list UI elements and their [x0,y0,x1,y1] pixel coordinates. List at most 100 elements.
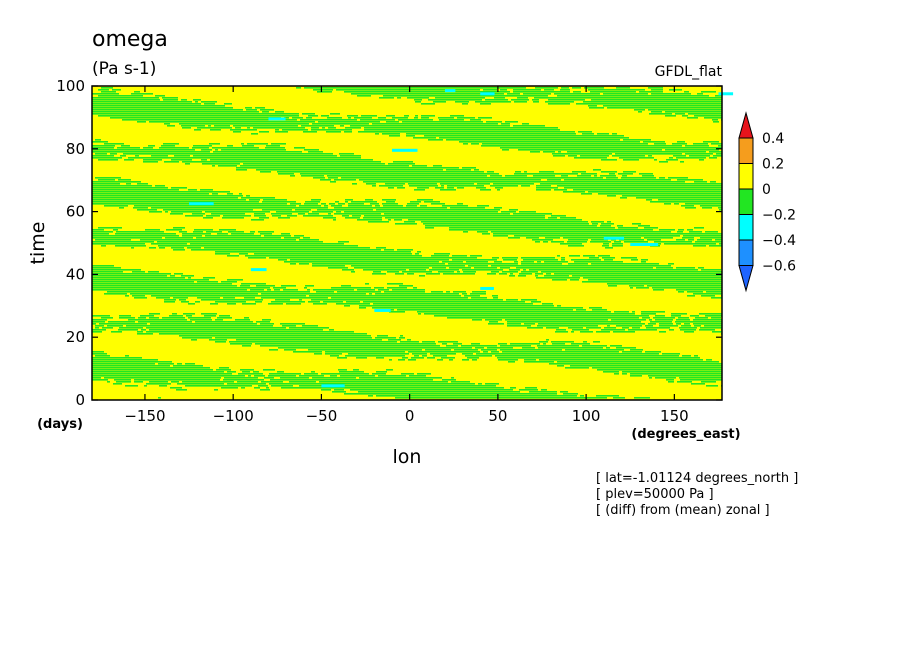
negative-omega-segment [264,205,272,207]
negative-omega-segment [521,129,531,131]
negative-omega-segment [148,363,155,365]
negative-omega-segment [148,201,161,203]
negative-omega-segment [474,229,489,231]
negative-omega-segment [231,111,238,113]
negative-omega-segment [360,345,367,347]
negative-omega-segment [682,115,688,117]
negative-omega-segment [685,373,691,375]
negative-omega-segment [334,207,341,209]
negative-omega-segment [480,133,490,135]
negative-omega-segment [184,325,193,327]
negative-omega-segment [165,237,179,239]
negative-omega-segment [530,271,538,273]
negative-omega-segment [673,185,677,187]
negative-omega-segment [376,169,385,171]
negative-omega-segment [507,323,510,325]
negative-omega-segment [648,155,652,157]
negative-omega-segment [112,183,120,185]
negative-omega-segment [532,99,539,101]
negative-omega-segment [275,111,284,113]
negative-omega-segment [522,235,528,237]
negative-omega-segment [555,97,565,99]
negative-omega-segment [185,163,190,165]
negative-omega-segment [644,237,650,239]
negative-omega-segment [250,341,263,343]
negative-omega-segment [359,341,372,343]
negative-omega-segment [169,99,178,101]
negative-omega-segment [163,109,176,111]
negative-omega-segment [474,91,482,93]
negative-omega-segment [288,167,302,169]
negative-omega-segment [660,365,674,367]
negative-omega-segment [258,117,273,119]
negative-omega-segment [173,249,185,251]
negative-omega-segment [463,209,466,211]
negative-omega-segment [238,251,252,253]
negative-omega-segment [109,271,123,273]
negative-omega-segment [100,233,109,235]
negative-omega-segment [697,239,712,241]
negative-omega-segment [633,353,639,355]
negative-omega-segment [432,295,440,297]
negative-omega-segment [528,173,538,175]
negative-omega-segment [512,135,526,137]
negative-omega-segment [696,275,703,277]
negative-omega-segment [657,277,668,279]
negative-omega-segment [183,245,198,247]
negative-omega-segment [687,117,698,119]
negative-omega-segment [95,373,104,375]
negative-omega-segment [622,323,628,325]
negative-omega-segment [239,193,242,195]
negative-omega-segment [271,343,280,345]
negative-omega-segment [223,291,233,293]
negative-omega-segment [480,317,496,319]
negative-omega-segment [340,267,344,269]
negative-omega-segment [403,217,418,219]
negative-omega-segment [379,217,382,219]
negative-omega-segment [191,191,203,193]
negative-omega-segment [621,257,637,259]
negative-omega-segment [95,325,104,327]
negative-omega-segment [334,179,350,181]
negative-omega-segment [271,159,276,161]
negative-omega-segment [441,305,445,307]
negative-omega-segment [92,273,108,275]
negative-omega-segment [577,269,580,271]
negative-omega-segment [388,339,401,341]
negative-omega-segment [623,91,633,93]
negative-omega-segment [220,197,223,199]
negative-omega-segment [672,193,682,195]
negative-omega-segment [377,171,383,173]
negative-omega-segment [182,281,194,283]
negative-omega-segment [259,151,275,153]
negative-omega-segment [719,107,722,109]
negative-omega-segment [406,169,420,171]
negative-omega-segment [92,277,108,279]
negative-omega-segment [297,243,304,245]
negative-omega-segment [694,355,698,357]
negative-omega-segment [470,123,483,125]
negative-omega-segment [149,231,164,233]
negative-omega-segment [340,163,353,165]
negative-omega-segment [350,351,360,353]
negative-omega-segment [344,267,348,269]
negative-omega-segment [185,215,192,217]
contour-bands [92,87,722,399]
negative-omega-segment [561,321,568,323]
negative-omega-segment [212,165,215,167]
negative-omega-segment [647,151,658,153]
negative-omega-segment [239,325,251,327]
negative-omega-segment [658,327,670,329]
negative-omega-segment [445,219,450,221]
negative-omega-segment [344,245,350,247]
negative-omega-segment [700,107,709,109]
negative-omega-segment [508,353,515,355]
negative-omega-segment [161,201,166,203]
negative-omega-segment [437,215,447,217]
negative-omega-segment [536,133,547,135]
negative-omega-segment [486,141,492,143]
negative-omega-segment [376,357,384,359]
negative-omega-segment [261,163,273,165]
negative-omega-segment [162,105,174,107]
negative-omega-segment [358,211,372,213]
